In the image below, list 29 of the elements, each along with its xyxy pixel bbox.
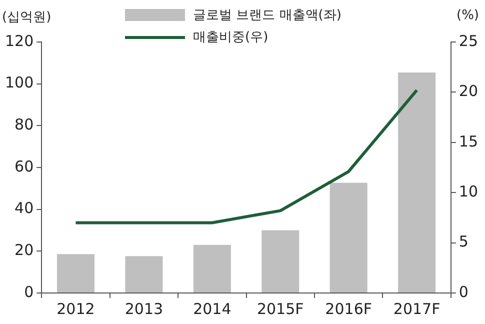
- y2-tick-label: 5: [458, 232, 468, 251]
- legend-label: 글로벌 브랜드 매출액(좌): [193, 7, 342, 24]
- x-tick-label: 2015F: [256, 300, 304, 318]
- y-tick-label: 100: [4, 74, 34, 92]
- y-tick-label: 20: [14, 241, 34, 260]
- y2-tick-label: 20: [458, 82, 478, 100]
- y2-tick-label: 10: [458, 182, 478, 200]
- x-tick-label: 2014: [193, 300, 232, 318]
- bar: [398, 72, 436, 292]
- y2-tick-label: 25: [458, 32, 478, 50]
- y-tick-label: 0: [24, 282, 34, 301]
- y-tick-label: 120: [4, 32, 34, 50]
- x-tick-label: 2016F: [325, 300, 372, 318]
- y-axis-title: (십억원): [2, 9, 52, 26]
- legend-label: 매출비중(우): [193, 29, 268, 46]
- bar: [125, 256, 163, 292]
- x-tick-label: 2013: [124, 300, 164, 318]
- y2-tick-label: 0: [458, 282, 468, 301]
- y2-axis-title: (%): [456, 8, 479, 23]
- bar: [330, 182, 368, 292]
- y2-tick-label: 15: [458, 132, 478, 150]
- bar: [193, 244, 231, 292]
- y-tick-label: 80: [14, 116, 34, 134]
- bar: [56, 254, 94, 292]
- x-tick-label: 2012: [56, 300, 95, 318]
- bar: [262, 230, 300, 292]
- y-tick-label: 60: [14, 157, 34, 176]
- x-tick-label: 2017F: [393, 300, 440, 318]
- y-tick-label: 40: [14, 199, 34, 218]
